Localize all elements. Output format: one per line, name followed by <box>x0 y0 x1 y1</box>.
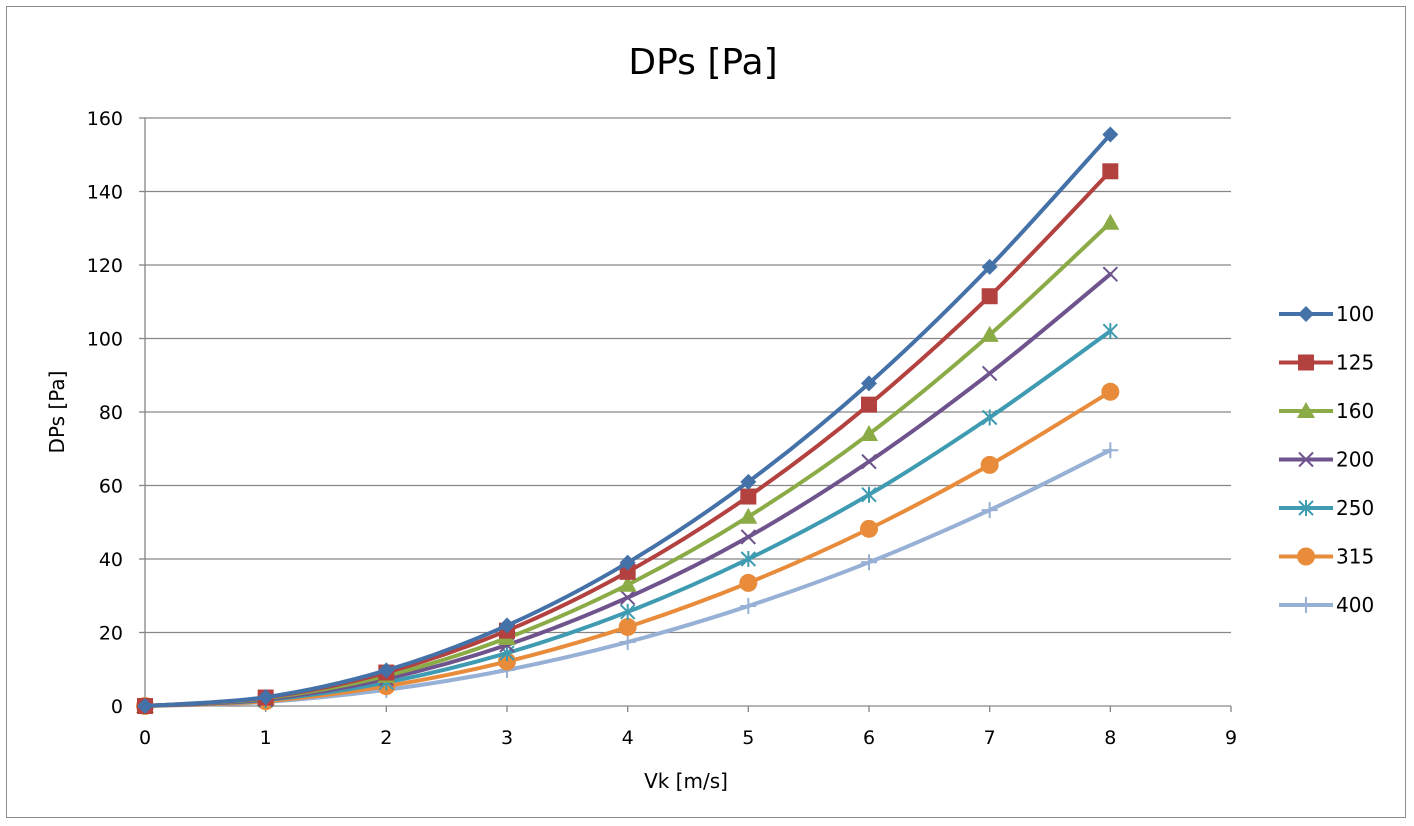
data-point-200-7 <box>981 365 998 382</box>
data-point-400-6 <box>861 554 877 571</box>
data-point-250-4 <box>619 603 636 620</box>
data-point-100-8 <box>1102 126 1119 143</box>
legend-marker <box>1297 402 1315 418</box>
legend-item-160: 160 <box>1279 399 1374 423</box>
legend-marker <box>1298 500 1314 516</box>
y-tick-label: 0 <box>111 696 123 718</box>
x-tick-label: 4 <box>622 727 634 749</box>
legend-label: 125 <box>1336 351 1374 375</box>
y-tick-label: 40 <box>99 549 123 571</box>
data-point-125-7 <box>981 288 998 305</box>
data-point-100-4 <box>619 554 636 571</box>
x-tick-label: 2 <box>380 727 392 749</box>
data-point-100-7 <box>981 258 998 275</box>
series-line-315 <box>143 389 1113 708</box>
data-point-160-5 <box>739 507 758 524</box>
data-point-125-5 <box>740 488 757 505</box>
data-point-250-5 <box>740 551 757 567</box>
data-point-315-5 <box>739 573 758 592</box>
data-point-125-4 <box>619 563 636 580</box>
y-axis-title: DPs [Pa] <box>45 371 69 454</box>
x-tick-label: 0 <box>139 727 151 749</box>
data-point-400-8 <box>1102 442 1119 459</box>
x-tick-label: 6 <box>863 727 875 749</box>
legend-marker <box>1298 451 1314 468</box>
legend-label: 315 <box>1336 545 1374 569</box>
legend-item-315: 315 <box>1279 545 1374 569</box>
y-tick-label: 120 <box>87 255 123 277</box>
data-point-200-5 <box>740 529 757 545</box>
y-tick-label: 160 <box>87 108 123 130</box>
x-tick-label: 9 <box>1225 727 1237 749</box>
legend-item-200: 200 <box>1279 448 1374 472</box>
data-point-160-4 <box>618 575 637 592</box>
data-point-200-6 <box>861 453 877 470</box>
legend-item-250: 250 <box>1279 496 1374 520</box>
data-point-100-5 <box>740 473 757 490</box>
axes: 0 20 40 60 80 100 120 140 160 0 1 2 3 4 5 6 7 8 9 <box>87 108 1237 749</box>
data-point-160-6 <box>860 425 878 442</box>
series-layer <box>136 126 1120 715</box>
x-axis-title: Vk [m/s] <box>644 769 728 793</box>
data-point-100-1 <box>257 689 274 706</box>
data-point-315-8 <box>1101 382 1120 401</box>
data-point-400-7 <box>981 502 998 519</box>
x-tick-label: 3 <box>501 727 513 749</box>
legend-label: 100 <box>1336 302 1374 326</box>
y-tick-label: 80 <box>99 402 123 424</box>
data-point-315-6 <box>860 519 878 538</box>
data-point-400-4 <box>619 634 636 651</box>
legend-label: 400 <box>1336 593 1374 617</box>
series-315 <box>136 382 1120 715</box>
legend-marker <box>1298 597 1314 613</box>
data-point-250-6 <box>861 486 877 503</box>
series-line-100 <box>143 132 1113 708</box>
chart-title: DPs [Pa] <box>628 42 777 83</box>
data-point-100-6 <box>861 375 877 392</box>
data-point-200-8 <box>1102 266 1119 282</box>
data-point-250-8 <box>1102 323 1119 340</box>
data-point-160-8 <box>1101 213 1120 230</box>
data-point-100-2 <box>378 662 395 679</box>
y-tick-label: 140 <box>87 182 123 204</box>
legend-label: 160 <box>1336 399 1374 423</box>
data-point-400-5 <box>740 598 757 615</box>
data-point-315-4 <box>618 617 637 636</box>
data-point-100-0 <box>137 698 153 714</box>
legend-marker <box>1297 547 1315 566</box>
legend-item-125: 125 <box>1279 351 1374 375</box>
legend-marker <box>1298 354 1314 371</box>
x-tick-label: 5 <box>742 727 754 749</box>
data-point-125-6 <box>861 396 877 413</box>
data-point-100-3 <box>499 617 515 634</box>
y-tick-label: 100 <box>87 329 123 351</box>
data-point-200-4 <box>619 589 636 606</box>
y-tick-label: 60 <box>99 476 123 498</box>
legend-item-400: 400 <box>1279 593 1374 617</box>
legend: 100 125 160 200 250 315 400 <box>1279 302 1374 617</box>
series-100 <box>137 126 1119 714</box>
legend-label: 250 <box>1336 496 1374 520</box>
data-point-160-7 <box>980 325 999 342</box>
legend-label: 200 <box>1336 448 1374 472</box>
gridlines <box>145 117 1231 634</box>
data-point-250-7 <box>981 409 998 426</box>
x-tick-label: 8 <box>1104 727 1116 749</box>
x-tick-label: 7 <box>984 727 996 749</box>
x-tick-label: 1 <box>260 727 272 749</box>
legend-marker <box>1298 306 1314 322</box>
legend-item-100: 100 <box>1279 302 1374 326</box>
data-point-125-8 <box>1102 163 1119 180</box>
y-tick-label: 20 <box>99 623 123 645</box>
data-point-315-7 <box>980 455 999 474</box>
